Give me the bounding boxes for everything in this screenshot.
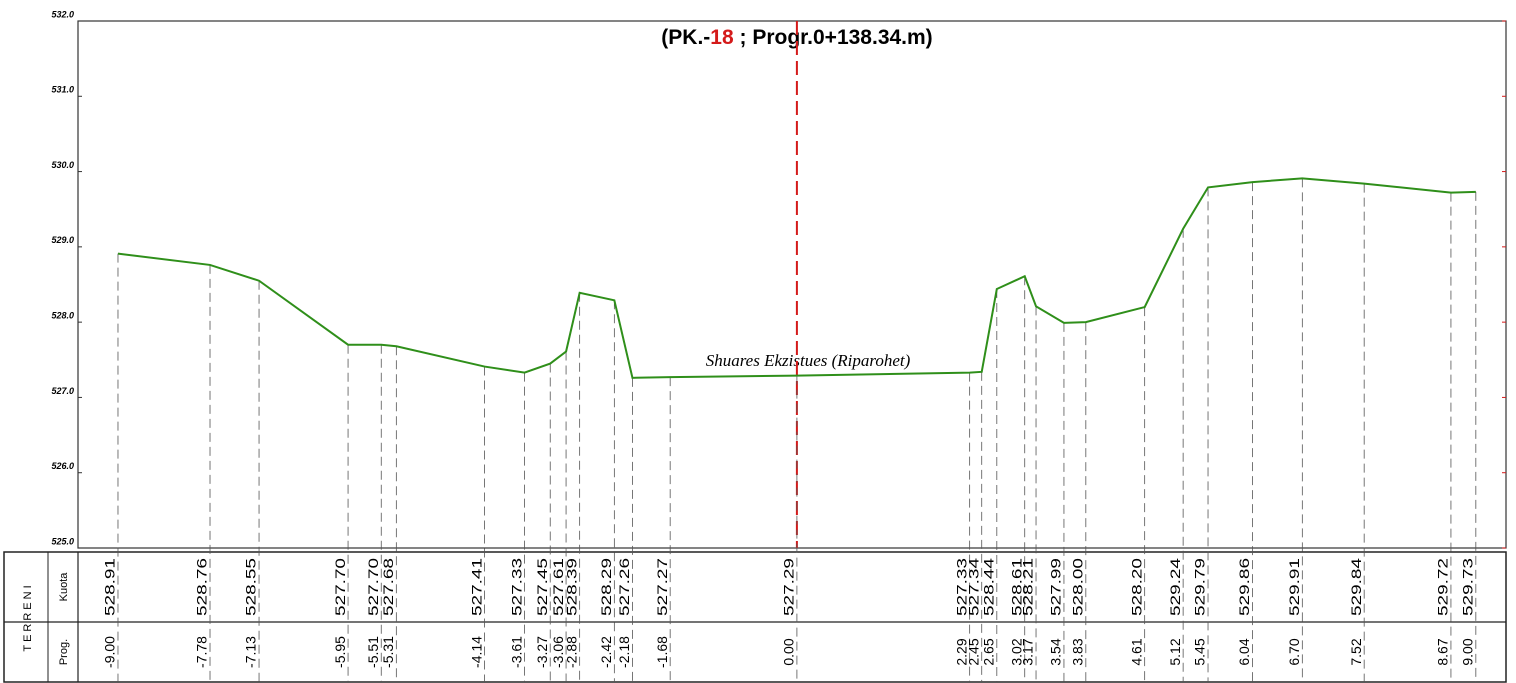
prog-label: 3.83 [1070,638,1086,665]
y-tick-label: 525.0 [51,536,74,546]
kuota-label: 528.39 [563,558,579,616]
kuota-label: 527.26 [616,558,632,616]
kuota-label: 528.20 [1128,558,1144,616]
plot-frame [77,20,1507,549]
title-part: 18 [710,26,734,49]
prog-label: 0.00 [781,638,797,665]
kuota-label: 528.29 [598,558,614,616]
prog-label: 2.65 [981,638,997,665]
row-label: Prog. [58,639,70,665]
kuota-label: 527.45 [534,558,550,616]
prog-label: 4.61 [1128,638,1144,665]
kuota-label: 527.99 [1048,558,1064,616]
prog-label: -3.27 [534,636,550,668]
row-label: Kuota [58,572,70,602]
kuota-label: 529.72 [1435,558,1451,616]
prog-label: 2.45 [965,638,981,665]
kuota-label: 527.61 [550,558,566,616]
prog-label: 7.52 [1348,638,1364,665]
prog-label: -2.88 [563,636,579,668]
kuota-label: 527.29 [781,558,797,616]
prog-label: 8.67 [1435,638,1451,665]
table-title: TERRENI [22,582,34,651]
prog-label: 5.45 [1192,638,1208,665]
kuota-label: 528.55 [243,558,259,616]
y-tick-label: 526.0 [51,461,74,471]
y-tick-label: 529.0 [51,235,74,245]
kuota-label: 528.76 [194,558,210,616]
kuota-label: 529.24 [1167,558,1183,616]
prog-label: -1.68 [654,636,670,668]
prog-label: -3.06 [550,636,566,668]
kuota-label: 529.79 [1192,558,1208,616]
kuota-label: 527.70 [365,558,381,616]
prog-label: -5.51 [365,636,381,668]
y-tick-label: 528.0 [51,311,74,321]
kuota-label: 527.33 [953,558,969,616]
annotation: Shuares Ekzistues (Riparohet) [706,351,911,370]
title-part: (PK.- [661,26,710,49]
kuota-label: 529.86 [1236,558,1252,616]
kuota-label: 527.33 [508,558,524,616]
prog-label: 3.02 [1008,638,1024,665]
prog-label: 5.12 [1167,638,1183,665]
y-tick-label: 530.0 [51,160,74,170]
chart-title: (PK.-18 ; Progr.0+138.34.m) [661,26,932,49]
prog-label: -4.14 [468,636,484,668]
prog-label: 6.70 [1286,638,1302,665]
prog-label: -7.13 [243,636,259,668]
kuota-label: 527.68 [380,558,396,616]
prog-label: -2.18 [616,636,632,668]
prog-label: 6.04 [1236,638,1252,665]
kuota-label: 529.91 [1286,558,1302,616]
kuota-label: 528.44 [981,558,997,616]
y-tick-label: 531.0 [51,85,74,95]
kuota-label: 527.34 [965,558,981,616]
prog-label: -3.61 [508,636,524,668]
prog-label: 9.00 [1460,638,1476,665]
terrain-line [117,177,1476,379]
kuota-label: 529.73 [1460,558,1476,616]
y-tick-label: 532.0 [51,9,74,19]
prog-label: 2.29 [953,638,969,665]
kuota-label: 528.61 [1008,558,1024,616]
prog-label: -7.78 [194,636,210,668]
table-frame [3,551,1507,683]
prog-label: -5.95 [332,636,348,668]
y-tick-label: 527.0 [51,386,74,396]
prog-label: -2.42 [598,636,614,668]
kuota-label: 527.41 [468,558,484,616]
prog-label: -5.31 [380,636,396,668]
kuota-label: 528.00 [1070,558,1086,616]
prog-label: 3.54 [1048,638,1064,665]
kuota-label: 527.70 [332,558,348,616]
title-part: ; Progr.0+138.34.m) [734,26,933,49]
kuota-label: 529.84 [1348,558,1364,616]
prog-label: 3.17 [1020,638,1036,665]
kuota-label: 528.91 [102,558,118,616]
prog-label: -9.00 [102,636,118,668]
kuota-label: 527.27 [654,558,670,616]
kuota-label: 528.21 [1020,558,1036,616]
